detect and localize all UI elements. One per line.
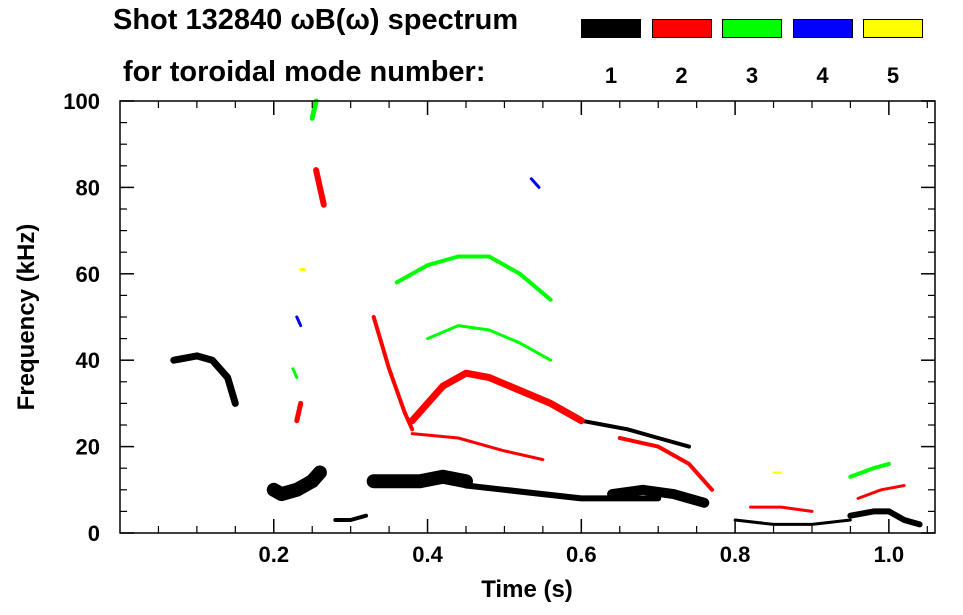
- series-trace-n2-14: [617, 436, 714, 492]
- y-tick-label: 60: [76, 262, 100, 287]
- x-tick-label: 0.2: [258, 542, 289, 567]
- y-tick-label: 20: [76, 435, 100, 460]
- legend-swatch-2: [651, 19, 712, 38]
- y-tick-label: 40: [76, 348, 100, 373]
- series-trace-n1-8: [579, 418, 691, 449]
- series-trace-n2-13: [410, 432, 545, 462]
- series-trace-n1-3: [366, 469, 473, 489]
- legend-label-5: 5: [886, 63, 900, 88]
- series-trace-n2-10: [313, 167, 327, 208]
- series-trace-n3-21: [291, 367, 299, 379]
- series-trace-n2-12: [408, 369, 585, 425]
- series-trace-n1-6: [733, 518, 852, 526]
- series-trace-n4-23: [295, 315, 303, 328]
- series-trace-n2-15: [749, 505, 814, 513]
- legend-label-1: 1: [604, 63, 618, 88]
- series-trace-n1-2: [333, 513, 368, 522]
- spectrum-series: [170, 98, 923, 528]
- series-trace-n1-1: [266, 465, 327, 502]
- legend-label-4: 4: [816, 63, 829, 88]
- y-tick-label: 80: [76, 175, 100, 200]
- series-trace-n1-4: [463, 482, 662, 502]
- series-trace-n2-16: [856, 484, 906, 500]
- axis-ticks: 0.2 0.4 0.6 0.8 1.0 0 20 40 60 80 100: [63, 89, 935, 567]
- chart-title-line2: for toroidal mode number:: [123, 56, 486, 88]
- x-tick-label: 1.0: [874, 542, 905, 567]
- series-trace-n1-7: [847, 508, 923, 528]
- legend-label-3: 3: [745, 63, 759, 88]
- series-trace-n1-0: [170, 352, 239, 407]
- series-trace-n1-5: [607, 484, 710, 508]
- series-trace-n4-22: [529, 177, 541, 189]
- plot-frame: [119, 100, 936, 534]
- x-tick-label: 0.4: [412, 542, 443, 567]
- series-trace-n2-9: [294, 400, 304, 424]
- y-tick-label: 0: [88, 521, 100, 546]
- legend-swatch-4: [792, 19, 853, 38]
- y-tick-label: 100: [63, 89, 100, 114]
- series-trace-n3-18: [394, 254, 553, 302]
- legend-swatch-3: [722, 19, 782, 38]
- series-trace-n3-20: [848, 461, 891, 479]
- x-tick-label: 0.8: [720, 542, 751, 567]
- y-axis-title: Frequency (kHz): [13, 224, 40, 411]
- series-trace-n2-11: [371, 315, 415, 432]
- series-trace-n3-19: [426, 324, 553, 362]
- x-axis-title: Time (s): [481, 576, 573, 603]
- legend-label-2: 2: [675, 63, 688, 88]
- legend-swatch-1: [581, 19, 641, 38]
- legend-swatch-5: [863, 19, 923, 38]
- chart-title-line1: Shot 132840 ωB(ω) spectrum: [113, 4, 519, 36]
- x-tick-label: 0.6: [566, 542, 597, 567]
- series-trace-n3-17: [309, 98, 319, 121]
